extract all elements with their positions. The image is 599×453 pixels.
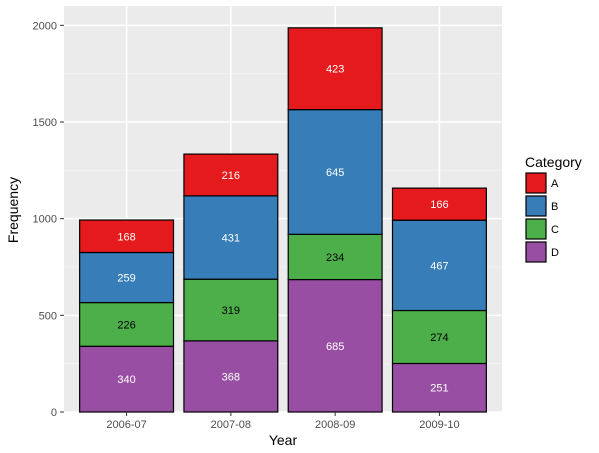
legend-key-B bbox=[525, 195, 547, 217]
legend-label-A: A bbox=[551, 178, 559, 190]
x-axis: 2006-07 2007-08 2008-09 2009-10 bbox=[106, 412, 460, 431]
legend-label-D: D bbox=[551, 247, 559, 259]
x-axis-title: Year bbox=[269, 432, 298, 448]
data-label: 234 bbox=[326, 252, 344, 264]
legend-key-D bbox=[525, 241, 547, 263]
y-axis-title: Frequency bbox=[5, 177, 21, 243]
legend-key-A bbox=[525, 172, 547, 194]
x-tick-label: 2007-08 bbox=[211, 419, 251, 431]
bar-segment-B-2007-08 bbox=[183, 195, 279, 280]
bar-segment-B-2009-10 bbox=[391, 219, 487, 312]
data-label: 216 bbox=[222, 170, 240, 182]
bars-layer: 340 226 259 168 368 319 431 216 685 234 645 423 251 2… bbox=[79, 27, 487, 413]
legend-label-B: B bbox=[551, 201, 558, 213]
bar-segment-C-2006-07 bbox=[79, 301, 175, 347]
bar-segment-C-2008-09 bbox=[287, 233, 383, 281]
y-tick-label: 1500 bbox=[33, 117, 57, 129]
legend-label-C: C bbox=[551, 224, 559, 236]
data-label: 645 bbox=[326, 167, 344, 179]
bar-segment-B-2008-09 bbox=[287, 109, 383, 235]
x-tick-label: 2009-10 bbox=[419, 419, 459, 431]
data-label: 274 bbox=[430, 332, 448, 344]
data-label: 423 bbox=[326, 64, 344, 76]
data-label: 685 bbox=[326, 341, 344, 353]
x-tick-label: 2006-07 bbox=[106, 419, 146, 431]
data-label: 467 bbox=[430, 260, 448, 272]
data-label: 368 bbox=[222, 371, 240, 383]
bar-segment-B-2006-07 bbox=[79, 251, 175, 304]
bar-segment-D-2007-08 bbox=[183, 340, 279, 413]
data-label: 340 bbox=[117, 374, 135, 386]
x-tick-label: 2008-09 bbox=[315, 419, 355, 431]
legend-key-C bbox=[525, 218, 547, 240]
legend-title: Category bbox=[525, 154, 582, 170]
bar-segment-A-2009-10 bbox=[391, 187, 487, 221]
data-label: 251 bbox=[430, 383, 448, 395]
y-tick-label: 2000 bbox=[33, 20, 57, 32]
y-axis: 0 500 1000 1500 2000 bbox=[33, 20, 64, 419]
bar-segment-A-2006-07 bbox=[79, 219, 175, 254]
y-tick-label: 0 bbox=[51, 407, 57, 419]
data-label: 431 bbox=[222, 233, 240, 245]
data-label: 226 bbox=[117, 319, 135, 331]
y-tick-label: 1000 bbox=[33, 214, 57, 226]
bar-segment-A-2008-09 bbox=[287, 27, 383, 111]
bar-segment-C-2009-10 bbox=[391, 309, 487, 365]
data-label: 168 bbox=[117, 231, 135, 243]
bar-segment-A-2007-08 bbox=[183, 153, 279, 197]
data-label: 166 bbox=[430, 199, 448, 211]
y-tick-label: 500 bbox=[39, 310, 57, 322]
bar-segment-C-2007-08 bbox=[183, 278, 279, 342]
data-label: 319 bbox=[222, 305, 240, 317]
data-label: 259 bbox=[117, 273, 135, 285]
